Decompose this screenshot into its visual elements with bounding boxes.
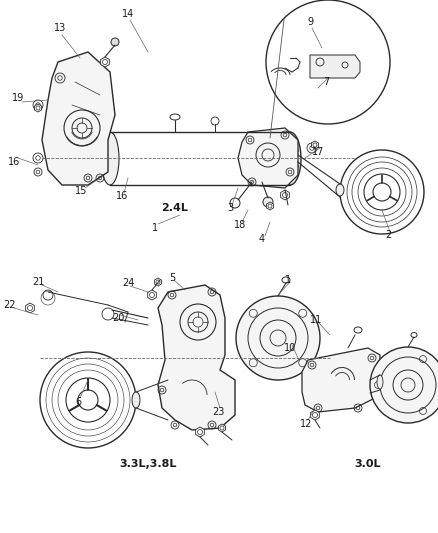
Text: 13: 13 xyxy=(54,23,66,33)
Text: 11: 11 xyxy=(309,315,321,325)
Text: 1: 1 xyxy=(284,275,290,285)
Text: 1: 1 xyxy=(152,223,158,233)
Polygon shape xyxy=(195,427,204,437)
Ellipse shape xyxy=(335,184,343,196)
Text: 14: 14 xyxy=(122,9,134,19)
Circle shape xyxy=(369,347,438,423)
Polygon shape xyxy=(42,52,115,185)
Text: 10: 10 xyxy=(283,343,296,353)
Circle shape xyxy=(111,38,119,46)
Polygon shape xyxy=(154,278,161,286)
Polygon shape xyxy=(35,104,41,112)
Polygon shape xyxy=(301,348,379,412)
Ellipse shape xyxy=(132,392,140,408)
Text: 7: 7 xyxy=(322,77,328,87)
Text: 2: 2 xyxy=(384,230,390,240)
Polygon shape xyxy=(280,190,289,200)
Polygon shape xyxy=(25,303,34,313)
Polygon shape xyxy=(147,290,156,300)
Text: 19: 19 xyxy=(12,93,24,103)
Polygon shape xyxy=(158,285,234,430)
Text: 21: 21 xyxy=(32,277,44,287)
Polygon shape xyxy=(311,141,318,149)
Text: 24: 24 xyxy=(121,278,134,288)
Text: 15: 15 xyxy=(74,186,87,196)
Polygon shape xyxy=(309,55,359,78)
Polygon shape xyxy=(310,410,318,420)
Ellipse shape xyxy=(376,375,382,389)
Text: 3.3L,3.8L: 3.3L,3.8L xyxy=(119,459,176,469)
Text: 17: 17 xyxy=(311,147,323,157)
Text: 16: 16 xyxy=(8,157,20,167)
Text: 4: 4 xyxy=(258,234,265,244)
Polygon shape xyxy=(266,202,273,210)
Polygon shape xyxy=(100,57,109,67)
Text: 20: 20 xyxy=(112,313,124,323)
Ellipse shape xyxy=(279,132,300,185)
Text: 22: 22 xyxy=(4,300,16,310)
Ellipse shape xyxy=(101,132,119,185)
Text: 5: 5 xyxy=(169,273,175,283)
Text: 9: 9 xyxy=(306,17,312,27)
Text: 18: 18 xyxy=(233,220,246,230)
Text: 16: 16 xyxy=(116,191,128,201)
Text: 6: 6 xyxy=(75,397,81,407)
Text: 12: 12 xyxy=(299,419,311,429)
Text: 3.0L: 3.0L xyxy=(354,459,380,469)
Circle shape xyxy=(262,197,272,207)
Polygon shape xyxy=(218,424,225,432)
Text: 23: 23 xyxy=(211,407,224,417)
Text: 3: 3 xyxy=(226,203,233,213)
Text: 2.4L: 2.4L xyxy=(161,203,188,213)
Circle shape xyxy=(236,296,319,380)
Polygon shape xyxy=(237,128,297,188)
